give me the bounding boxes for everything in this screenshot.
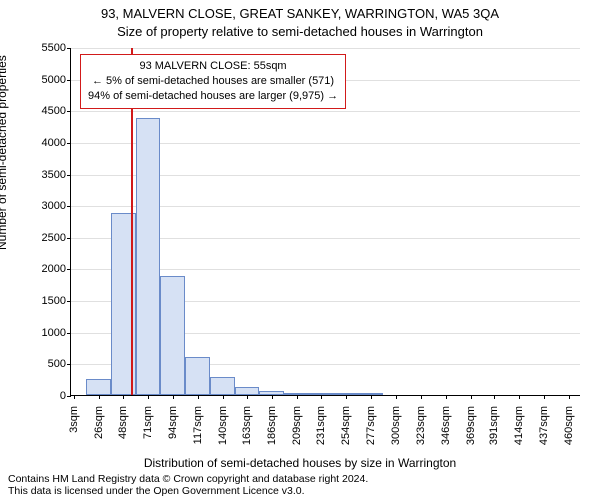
y-tick-label: 5500 xyxy=(26,42,66,54)
y-tick-label: 3500 xyxy=(26,169,66,181)
y-tick-mark xyxy=(67,143,71,144)
y-tick-mark xyxy=(67,80,71,81)
histogram-bar xyxy=(185,357,210,395)
footer-attribution: Contains HM Land Registry data © Crown c… xyxy=(0,473,368,498)
x-tick-mark xyxy=(446,395,447,399)
info-box-line1: 93 MALVERN CLOSE: 55sqm xyxy=(88,59,338,74)
x-tick-mark xyxy=(421,395,422,399)
x-tick-mark xyxy=(519,395,520,399)
chart-title-line2: Size of property relative to semi-detach… xyxy=(0,24,600,39)
x-tick-mark xyxy=(99,395,100,399)
x-tick-mark xyxy=(471,395,472,399)
x-tick-label: 300sqm xyxy=(390,406,402,456)
x-tick-label: 391sqm xyxy=(488,406,500,456)
x-tick-label: 323sqm xyxy=(415,406,427,456)
x-tick-label: 71sqm xyxy=(142,406,154,456)
y-tick-mark xyxy=(67,301,71,302)
x-tick-mark xyxy=(223,395,224,399)
histogram-bar xyxy=(210,377,235,395)
x-tick-mark xyxy=(123,395,124,399)
y-tick-label: 3000 xyxy=(26,200,66,212)
x-tick-label: 94sqm xyxy=(167,406,179,456)
y-tick-mark xyxy=(67,48,71,49)
x-tick-mark xyxy=(74,395,75,399)
y-tick-mark xyxy=(67,396,71,397)
y-tick-mark xyxy=(67,364,71,365)
x-tick-label: 369sqm xyxy=(465,406,477,456)
x-tick-label: 346sqm xyxy=(440,406,452,456)
x-tick-mark xyxy=(544,395,545,399)
footer-line2: This data is licensed under the Open Gov… xyxy=(8,485,368,498)
x-tick-label: 26sqm xyxy=(93,406,105,456)
x-tick-label: 48sqm xyxy=(117,406,129,456)
x-tick-label: 231sqm xyxy=(315,406,327,456)
x-tick-mark xyxy=(247,395,248,399)
y-tick-mark xyxy=(67,175,71,176)
histogram-bar xyxy=(284,393,309,395)
x-tick-label: 186sqm xyxy=(266,406,278,456)
x-tick-label: 3sqm xyxy=(68,406,80,456)
y-tick-label: 2000 xyxy=(26,263,66,275)
chart-title-line1: 93, MALVERN CLOSE, GREAT SANKEY, WARRING… xyxy=(0,6,600,21)
y-tick-label: 4000 xyxy=(26,137,66,149)
x-tick-label: 117sqm xyxy=(192,406,204,456)
y-tick-label: 1000 xyxy=(26,327,66,339)
y-tick-label: 2500 xyxy=(26,232,66,244)
gridline xyxy=(71,48,580,49)
x-tick-label: 209sqm xyxy=(291,406,303,456)
y-tick-mark xyxy=(67,333,71,334)
x-tick-mark xyxy=(494,395,495,399)
x-tick-mark xyxy=(297,395,298,399)
x-tick-mark xyxy=(371,395,372,399)
x-axis-label: Distribution of semi-detached houses by … xyxy=(0,456,600,470)
x-tick-label: 140sqm xyxy=(217,406,229,456)
x-tick-mark xyxy=(148,395,149,399)
y-tick-label: 5000 xyxy=(26,74,66,86)
y-tick-mark xyxy=(67,238,71,239)
x-tick-mark xyxy=(272,395,273,399)
histogram-bar xyxy=(86,379,111,395)
y-tick-mark xyxy=(67,111,71,112)
chart-container: 93, MALVERN CLOSE, GREAT SANKEY, WARRING… xyxy=(0,0,600,500)
y-tick-label: 0 xyxy=(26,390,66,402)
x-tick-label: 277sqm xyxy=(365,406,377,456)
footer-line1: Contains HM Land Registry data © Crown c… xyxy=(8,473,368,486)
x-tick-label: 414sqm xyxy=(513,406,525,456)
x-tick-mark xyxy=(569,395,570,399)
histogram-bar xyxy=(235,387,260,395)
x-tick-label: 460sqm xyxy=(563,406,575,456)
y-tick-label: 1500 xyxy=(26,295,66,307)
x-tick-label: 254sqm xyxy=(340,406,352,456)
x-tick-label: 437sqm xyxy=(538,406,550,456)
x-tick-mark xyxy=(346,395,347,399)
gridline xyxy=(71,111,580,112)
y-tick-label: 4500 xyxy=(26,105,66,117)
x-tick-mark xyxy=(396,395,397,399)
y-tick-mark xyxy=(67,269,71,270)
info-box: 93 MALVERN CLOSE: 55sqm ← 5% of semi-det… xyxy=(80,54,346,109)
x-tick-mark xyxy=(321,395,322,399)
y-tick-mark xyxy=(67,206,71,207)
x-tick-mark xyxy=(173,395,174,399)
y-axis-label: Number of semi-detached properties xyxy=(0,55,9,250)
info-box-line2: ← 5% of semi-detached houses are smaller… xyxy=(88,74,338,89)
x-tick-mark xyxy=(198,395,199,399)
histogram-bar xyxy=(136,118,161,395)
x-tick-label: 163sqm xyxy=(241,406,253,456)
info-box-line3: 94% of semi-detached houses are larger (… xyxy=(88,89,338,104)
y-tick-label: 500 xyxy=(26,358,66,370)
histogram-bar xyxy=(160,276,185,395)
